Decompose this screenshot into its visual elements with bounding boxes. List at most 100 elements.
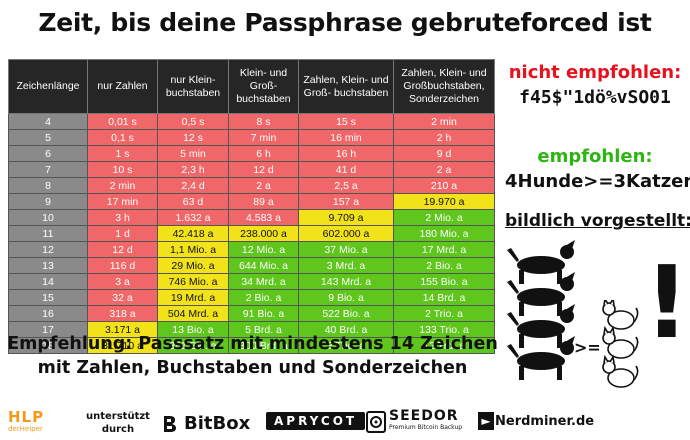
time-cell: 2 a xyxy=(393,161,495,178)
time-cell: 12 Mio. a xyxy=(228,241,299,258)
length-cell: 17 xyxy=(8,321,88,338)
length-cell: 14 xyxy=(8,273,88,290)
time-cell: 17 Mrd. a xyxy=(393,241,495,258)
derhelper-name: derHelper xyxy=(8,425,43,433)
seedor-tagline: Premium Bitcoin Backup xyxy=(389,424,463,431)
dog-icon xyxy=(507,240,575,284)
table-row: 11 1 d 42.418 a 238.000 a 602.000 a 180 Mio. … xyxy=(8,225,495,242)
header-alphanumeric: Zahlen, Klein- und Groß- buchstaben xyxy=(298,59,394,114)
time-cell: 19.970 a xyxy=(393,193,495,210)
supported-by-line-2: durch xyxy=(101,424,135,435)
length-cell: 13 xyxy=(8,257,88,274)
time-cell: 89 a xyxy=(228,193,299,210)
length-cell: 8 xyxy=(8,177,88,194)
cat-icon xyxy=(602,325,639,359)
time-cell: 2,4 d xyxy=(157,177,229,194)
time-cell: 7 min xyxy=(228,129,299,146)
aprycot-logo: APRYCOT xyxy=(266,412,366,430)
time-cell: 2,5 a xyxy=(298,177,394,194)
time-cell: 37 Mio. a xyxy=(298,241,394,258)
nerdminer-icon: ► xyxy=(478,412,494,430)
time-cell: 3 Mrd. a xyxy=(298,257,394,274)
dog-icon xyxy=(507,304,575,348)
length-cell: 10 xyxy=(8,209,88,226)
cat-icon xyxy=(602,300,639,330)
time-cell: 34 Mrd. a xyxy=(228,273,299,290)
length-cell: 15 xyxy=(8,289,88,306)
time-cell: 9 d xyxy=(393,145,495,162)
time-cell: 12 d xyxy=(228,161,299,178)
time-cell: 16 min xyxy=(298,129,394,146)
seedor-logo: SEEDOR Premium Bitcoin Backup xyxy=(366,409,463,434)
time-cell: 9.709 a xyxy=(298,209,394,226)
length-cell: 11 xyxy=(8,225,88,242)
nerdminer-name: Nerdminer.de xyxy=(495,413,595,429)
bitbox-name: BitBox xyxy=(184,413,251,434)
time-cell: 143 Mrd. a xyxy=(298,273,394,290)
time-cell: 0,01 s xyxy=(87,113,158,130)
header-digits: nur Zahlen xyxy=(87,59,158,114)
time-cell: 180 Mio. a xyxy=(393,225,495,242)
time-cell: 522 Bio. a xyxy=(298,305,394,322)
time-cell: 8 s xyxy=(228,113,299,130)
time-cell: 6 h xyxy=(228,145,299,162)
time-cell: 10 s xyxy=(87,161,158,178)
derhelper-logo: HLP derHelper xyxy=(8,410,44,434)
time-cell: 3.171 a xyxy=(87,321,158,338)
time-cell: 644 Mio. a xyxy=(228,257,299,274)
supported-by-text: unterstützt durch xyxy=(86,410,150,436)
time-cell: 1 d xyxy=(87,225,158,242)
time-cell: 16 h xyxy=(298,145,394,162)
header-lowercase: nur Klein- buchstaben xyxy=(157,59,229,114)
time-cell: 5 min xyxy=(157,145,229,162)
length-cell: 12 xyxy=(8,241,88,258)
time-cell: 2,3 h xyxy=(157,161,229,178)
cat-icon xyxy=(602,354,639,388)
time-cell: 42.418 a xyxy=(157,225,229,242)
time-cell: 3 Trio. a xyxy=(298,337,394,354)
time-cell: 1.632 a xyxy=(157,209,229,226)
length-cell: 7 xyxy=(8,161,88,178)
header-all-characters: Zahlen, Klein- und Großbuchstaben, Sonde… xyxy=(393,59,495,114)
time-cell: 238.000 a xyxy=(228,225,299,242)
time-cell: 318 a xyxy=(87,305,158,322)
recommendation-text: Empfehlung: Passsatz mit mindestens 14 Z… xyxy=(0,332,505,380)
time-cell: 4.583 a xyxy=(228,209,299,226)
time-cell: 9 Bio. a xyxy=(298,289,394,306)
not-recommended-label: nicht empfohlen: xyxy=(508,62,682,83)
cats-illustration xyxy=(602,300,639,388)
time-cell: 2 a xyxy=(228,177,299,194)
derhelper-mark: HLP xyxy=(8,408,45,426)
bitbox-icon xyxy=(164,415,176,432)
time-cell: 2 min xyxy=(393,113,495,130)
time-cell: 341 Bio. a xyxy=(157,337,229,354)
time-cell: 14 Brd. a xyxy=(393,289,495,306)
illustration-label: bildlich vorgestellt: xyxy=(505,211,690,231)
exclamation-mark: ! xyxy=(644,244,690,361)
time-cell: 133 Trio. a xyxy=(393,321,495,338)
time-cell: 0,1 s xyxy=(87,129,158,146)
recommendation-line-1: Empfehlung: Passsatz mit mindestens 14 Z… xyxy=(7,334,498,354)
time-cell: 29 Mio. a xyxy=(157,257,229,274)
time-cell: 12 d xyxy=(87,241,158,258)
bruteforce-time-table: Zeichenlänge nur Zahlen nur Klein- buchs… xyxy=(8,59,495,354)
time-cell: 2 h xyxy=(393,129,495,146)
time-cell: 12 s xyxy=(157,129,229,146)
time-cell: 32 a xyxy=(87,289,158,306)
time-cell: 1,1 Mio. a xyxy=(157,241,229,258)
time-cell: 300 Brd. a xyxy=(228,337,299,354)
time-cell: 2 Bio. a xyxy=(228,289,299,306)
time-cell: 17 min xyxy=(87,193,158,210)
time-cell: 40 Brd. a xyxy=(298,321,394,338)
time-cell: 0,5 s xyxy=(157,113,229,130)
not-recommended-example: f45$"1dö%vSO01 xyxy=(519,87,671,108)
time-cell: 15 s xyxy=(298,113,394,130)
time-cell: 155 Bio. a xyxy=(393,273,495,290)
page-title: Zeit, bis deine Passphrase gebruteforced… xyxy=(38,8,652,37)
time-cell: 31.710 a xyxy=(87,337,158,354)
length-cell: 4 xyxy=(8,113,88,130)
